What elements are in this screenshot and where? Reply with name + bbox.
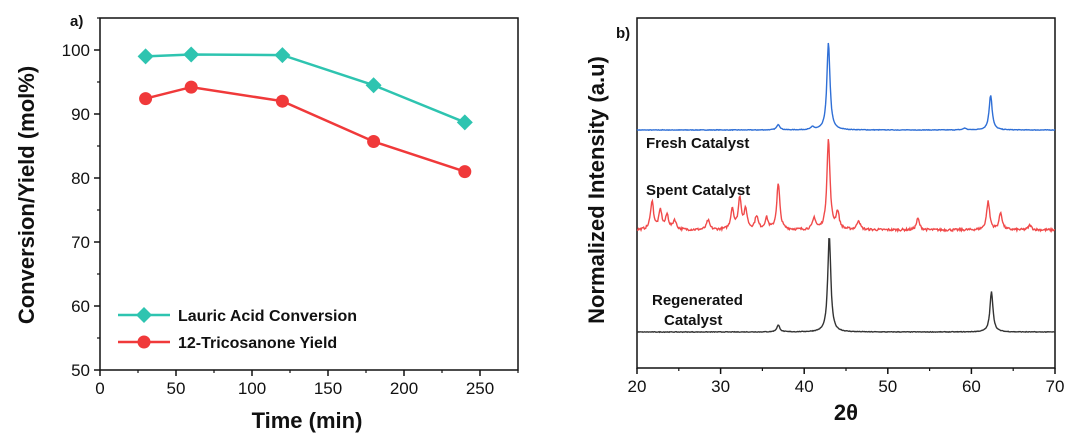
x-tick-label: 100 <box>238 379 266 398</box>
x-tick-label: 250 <box>466 379 494 398</box>
legend-marker-circle <box>137 335 151 349</box>
x-tick-label: 70 <box>1046 377 1065 396</box>
panel-a-y-axis-title: Conversion/Yield (mol%) <box>14 66 39 324</box>
x-tick-label: 150 <box>314 379 342 398</box>
x-tick-label: 30 <box>711 377 730 396</box>
panel-b-x-ticks: 20 30 40 50 60 70 <box>628 368 1065 396</box>
panel-b-chart: b) 20 30 40 50 60 70 Fresh Catalyst Spent Cat… <box>584 17 1065 425</box>
panel-a-y-ticks: 50 60 70 80 90 100 <box>62 17 100 380</box>
pattern-label-fresh: Fresh Catalyst <box>646 135 749 152</box>
panel-a-chart: a) 50 60 70 80 90 100 0 50 100 150 200 250 Time (m… <box>14 13 519 433</box>
series-line-1 <box>145 85 466 173</box>
x-tick-label: 200 <box>390 379 418 398</box>
x-tick-label: 20 <box>628 377 647 396</box>
pattern-label-regenerated-line1: Regenerated <box>652 292 743 309</box>
legend-label-yield: 12-Tricosanone Yield <box>178 335 337 352</box>
pattern-label-regenerated-line2: Catalyst <box>664 312 722 329</box>
data-point-circle <box>458 165 472 179</box>
x-tick-label: 40 <box>795 377 814 396</box>
legend-marker-diamond <box>136 307 152 323</box>
panel-b-label: b) <box>616 25 630 42</box>
x-tick-label: 60 <box>962 377 981 396</box>
data-point-diamond <box>137 48 154 65</box>
data-point-circle <box>139 92 153 106</box>
y-tick-label: 50 <box>71 361 90 380</box>
x-tick-label: 0 <box>95 379 104 398</box>
data-point-circle <box>367 135 381 149</box>
data-point-diamond <box>456 114 473 131</box>
data-point-circle <box>275 94 289 108</box>
y-tick-label: 90 <box>71 105 90 124</box>
y-tick-label: 70 <box>71 233 90 252</box>
legend-label-conversion: Lauric Acid Conversion <box>178 308 357 325</box>
panel-b-patterns <box>636 42 1056 334</box>
panel-a-series <box>137 46 473 179</box>
data-point-circle <box>184 80 198 94</box>
xrd-pattern-0 <box>636 42 1056 132</box>
y-tick-label: 80 <box>71 169 90 188</box>
panel-a-x-axis-title: Time (min) <box>252 408 363 433</box>
panel-a-legend: Lauric Acid Conversion 12-Tricosanone Yi… <box>118 307 357 352</box>
pattern-label-spent: Spent Catalyst <box>646 182 750 199</box>
x-tick-label: 50 <box>878 377 897 396</box>
data-point-diamond <box>274 47 291 64</box>
panel-b-y-axis-title: Normalized Intensity (a.u) <box>584 56 609 324</box>
xrd-pattern-1 <box>636 139 1056 234</box>
panel-a-label: a) <box>70 13 83 30</box>
xrd-pattern-2 <box>636 237 1056 334</box>
data-point-diamond <box>365 77 382 94</box>
y-tick-label: 100 <box>62 41 90 60</box>
y-tick-label: 60 <box>71 297 90 316</box>
panel-b-x-axis-title: 2θ <box>834 400 858 425</box>
x-tick-label: 50 <box>167 379 186 398</box>
data-point-diamond <box>183 46 200 63</box>
panel-a-frame <box>99 17 519 371</box>
panel-a-x-ticks: 0 50 100 150 200 250 <box>95 370 519 398</box>
